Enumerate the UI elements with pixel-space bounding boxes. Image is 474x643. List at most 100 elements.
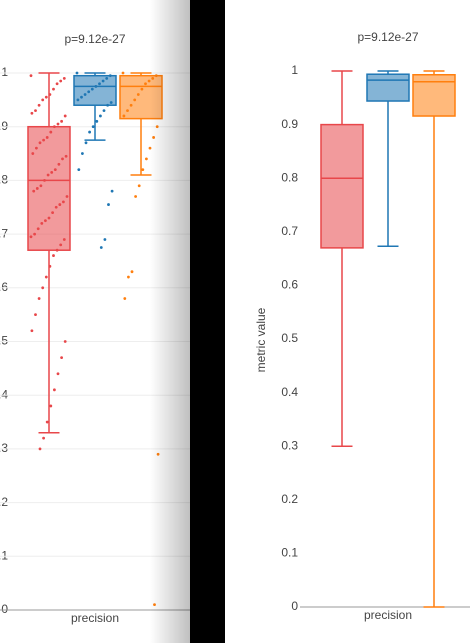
y-tick-label: 0.6 — [281, 278, 298, 292]
data-point — [35, 146, 38, 150]
data-point — [52, 87, 55, 91]
data-point — [108, 74, 112, 78]
y-tick-label: 1 — [1, 65, 8, 79]
data-point — [81, 152, 84, 155]
data-point — [29, 74, 33, 78]
data-point — [53, 168, 57, 172]
x-tick-label: precision — [71, 611, 119, 625]
data-point — [75, 71, 79, 75]
data-point — [95, 119, 99, 123]
data-point — [98, 82, 101, 86]
data-point — [136, 93, 140, 96]
data-point — [45, 136, 49, 139]
data-point — [141, 168, 145, 172]
data-point — [144, 82, 147, 86]
data-point — [87, 90, 91, 94]
data-point — [65, 195, 69, 198]
data-point — [34, 109, 37, 112]
data-point — [129, 103, 133, 107]
y-tick-label: 0.1 — [281, 546, 298, 560]
data-point — [90, 87, 94, 91]
data-point — [130, 270, 134, 274]
data-point — [91, 125, 95, 129]
data-point — [49, 404, 53, 408]
data-point — [49, 130, 53, 134]
y-tick-label: 0.4 — [281, 385, 298, 399]
x-tick-label: precision — [364, 608, 412, 622]
y-tick-label: 0.1 — [0, 548, 8, 562]
data-point — [134, 195, 138, 198]
data-point — [77, 168, 81, 172]
panel-shadow — [150, 0, 190, 643]
data-point — [60, 119, 63, 123]
data-point — [52, 254, 55, 257]
data-point — [109, 101, 113, 104]
data-point — [94, 85, 98, 88]
y-tick-label: 0.5 — [0, 334, 8, 348]
y-tick-label: 0.3 — [281, 438, 298, 452]
data-point — [63, 114, 67, 118]
data-point — [140, 87, 144, 91]
data-point — [137, 184, 141, 188]
data-point — [59, 79, 63, 83]
chart-title: p=9.12e-27 — [357, 30, 418, 44]
data-point — [99, 114, 102, 118]
y-tick-label: 0.5 — [281, 331, 298, 345]
data-point — [53, 388, 56, 392]
data-point — [31, 152, 35, 155]
data-point — [101, 79, 105, 83]
data-point — [44, 219, 47, 223]
data-point — [44, 95, 48, 99]
data-point — [99, 246, 103, 249]
data-point — [121, 71, 125, 75]
data-point — [54, 205, 58, 209]
box — [27, 125, 71, 251]
data-point — [102, 109, 106, 112]
y-tick-label: 0.9 — [0, 119, 8, 133]
data-point — [40, 221, 44, 225]
data-point — [35, 187, 39, 190]
data-point — [64, 154, 68, 158]
y-tick-label: 0.4 — [0, 387, 8, 401]
y-tick-label: 0.8 — [281, 170, 298, 184]
chart-right: p=9.12e-27 0 0.1 0.2 0.3 0.4 0.5 0.6 0.7 0.8 0.9 1 p… — [254, 30, 470, 622]
data-point — [47, 216, 51, 220]
data-point — [42, 138, 45, 142]
y-tick-label: 0.2 — [281, 492, 298, 506]
data-point — [41, 98, 45, 102]
data-point — [60, 356, 63, 360]
data-point — [59, 243, 63, 247]
data-point — [39, 184, 43, 188]
data-point — [88, 130, 91, 134]
data-point — [48, 93, 52, 96]
data-point — [51, 211, 54, 215]
y-axis-title: metric value — [254, 307, 268, 372]
data-point — [58, 203, 62, 206]
y-tick-label: 0.9 — [281, 117, 298, 131]
data-point — [76, 98, 80, 102]
data-point — [110, 189, 114, 193]
data-point — [32, 189, 36, 193]
data-point — [42, 436, 45, 440]
data-point — [55, 82, 59, 86]
data-point — [50, 170, 54, 174]
data-point — [63, 340, 67, 343]
data-point — [45, 420, 49, 424]
data-point — [30, 329, 34, 333]
y-tick-label: 0 — [1, 602, 8, 616]
data-point — [56, 122, 60, 126]
y-tick-label: 1 — [291, 63, 298, 77]
data-point — [44, 275, 48, 279]
data-point — [62, 238, 66, 241]
data-point — [80, 95, 83, 99]
y-tick-label: 0.7 — [0, 226, 8, 240]
data-point — [36, 227, 40, 231]
data-point — [126, 109, 129, 112]
chart-left: p=9.12e-27 0 0.1 0.2 0.3 0.4 0.5 0.6 0.7 0.8 0.9 1 p… — [0, 32, 190, 625]
box — [320, 123, 364, 249]
chart-title: p=9.12e-27 — [64, 32, 125, 46]
data-point — [57, 162, 61, 166]
data-point — [122, 114, 126, 118]
data-point — [103, 238, 107, 241]
